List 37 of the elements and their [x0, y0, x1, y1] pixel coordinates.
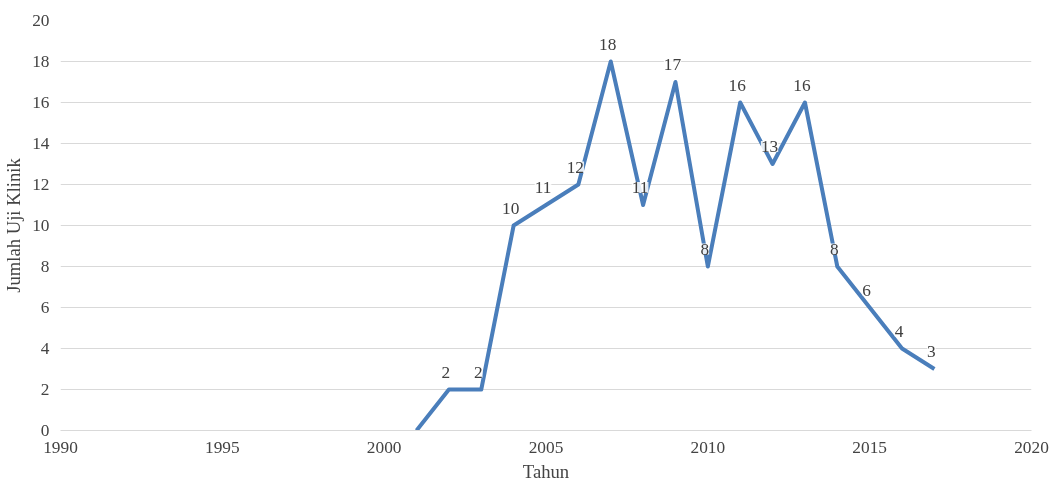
- data-label: 11: [534, 178, 552, 197]
- y-tick-label: 8: [40, 257, 50, 276]
- data-label: 6: [862, 280, 872, 300]
- x-tick-label: 2005: [528, 437, 564, 457]
- y-tick-label: 4: [40, 339, 50, 358]
- data-label: 13: [760, 137, 779, 156]
- data-label: 8: [829, 239, 839, 259]
- data-label: 11: [631, 178, 649, 197]
- x-tick-label: 2015: [852, 437, 887, 457]
- y-tick-label: 10: [32, 216, 50, 235]
- line-series: [414, 59, 937, 431]
- x-tick-label: 1990: [43, 437, 78, 457]
- y-tick-label: 0: [40, 421, 50, 440]
- x-tick-label: 2000: [366, 437, 402, 457]
- data-label: 8: [700, 239, 710, 259]
- data-label: 17: [663, 55, 682, 74]
- y-tick-label: 20: [32, 11, 50, 30]
- y-tick-label: 6: [40, 298, 50, 317]
- y-tick-label: 18: [32, 52, 50, 71]
- data-label: 3: [927, 342, 936, 361]
- y-tick-label: 2: [40, 380, 50, 399]
- data-label: 12: [566, 157, 585, 177]
- data-label: 18: [599, 34, 617, 54]
- x-tick-label: 2010: [690, 437, 726, 457]
- x-tick-label: 2020: [1014, 437, 1049, 457]
- data-label: 10: [501, 198, 520, 218]
- y-tick-label: 14: [32, 134, 50, 153]
- data-label: 2: [473, 362, 483, 382]
- x-tick-label: 1995: [205, 437, 240, 457]
- data-label: 16: [793, 75, 811, 95]
- y-axis-title: Jumlah Uji Klinik: [3, 157, 25, 293]
- y-tick-label: 16: [32, 93, 50, 112]
- y-tick-label: 12: [32, 175, 50, 194]
- data-label: 4: [894, 321, 904, 341]
- x-axis-title: Tahun: [522, 460, 570, 482]
- data-label: 16: [728, 75, 747, 95]
- data-label: 2: [441, 362, 451, 382]
